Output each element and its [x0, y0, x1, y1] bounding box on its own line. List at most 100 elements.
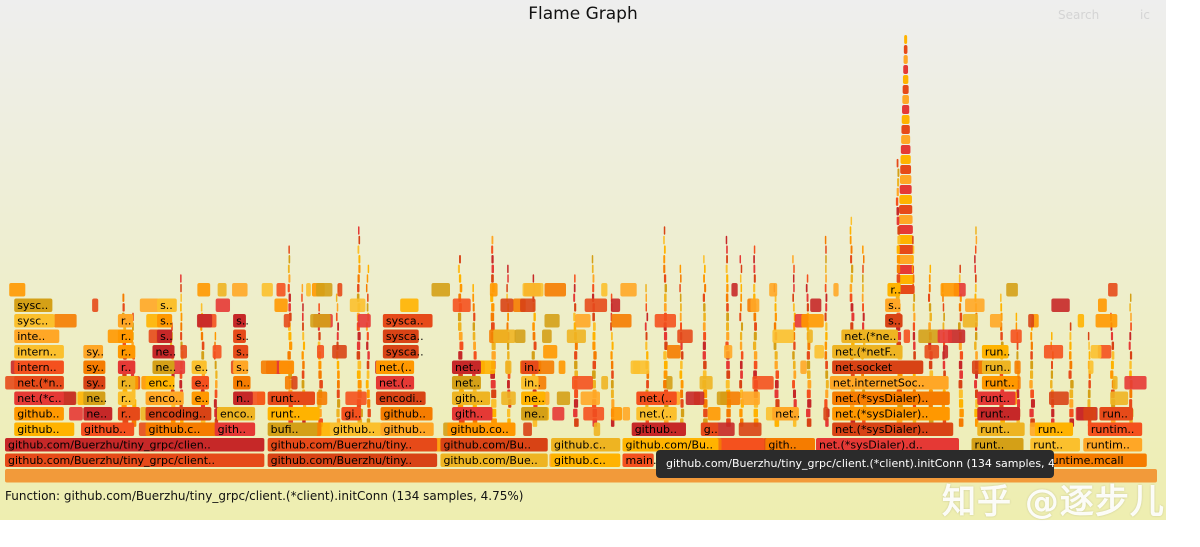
flame-frame[interactable]: net.(*c..: [14, 391, 64, 406]
flame-frame-small[interactable]: [924, 345, 940, 359]
flame-frame-small[interactable]: [452, 298, 471, 313]
flame-spike-frame[interactable]: [1000, 303, 1003, 312]
flame-spike-frame[interactable]: [592, 360, 597, 370]
flame-spike-frame[interactable]: [901, 135, 911, 144]
flame-frame-rect[interactable]: [636, 391, 677, 406]
flame-frame[interactable]: r..: [117, 376, 136, 390]
flame-spike-frame[interactable]: [851, 312, 855, 322]
flame-frame[interactable]: e..: [191, 360, 209, 375]
flame-spike-frame[interactable]: [775, 399, 780, 408]
flame-frame[interactable]: ne..: [521, 391, 546, 406]
flame-spike-frame[interactable]: [897, 255, 914, 264]
flame-spike-frame[interactable]: [975, 226, 977, 235]
flame-frame-rect[interactable]: [233, 391, 253, 406]
flame-spike-frame[interactable]: [663, 264, 666, 274]
flame-spike-frame[interactable]: [1129, 351, 1133, 360]
flame-spike-frame[interactable]: [807, 379, 812, 389]
flame-frame-rect[interactable]: [83, 345, 104, 359]
flame-spike-frame[interactable]: [318, 303, 320, 312]
flame-spike-frame[interactable]: [1129, 360, 1132, 370]
flame-frame[interactable]: gith..: [214, 422, 256, 437]
flame-spike-frame[interactable]: [490, 312, 495, 322]
flame-frame-small[interactable]: [542, 329, 552, 344]
flame-frame-rect[interactable]: [14, 360, 64, 375]
flame-spike-frame[interactable]: [458, 322, 462, 331]
ignore-case-button[interactable]: ic: [1140, 8, 1150, 22]
flame-spike-frame[interactable]: [366, 360, 370, 370]
flame-frame-rect[interactable]: [216, 407, 256, 421]
flame-spike-frame[interactable]: [753, 245, 756, 254]
flame-frame-small[interactable]: [1083, 407, 1097, 421]
flame-frame[interactable]: s..: [157, 298, 177, 313]
flame-spike-frame[interactable]: [301, 283, 304, 293]
flame-spike-frame[interactable]: [899, 185, 912, 194]
flame-frame-small[interactable]: [489, 283, 498, 297]
flame-spike-frame[interactable]: [336, 360, 340, 370]
flame-frame-rect[interactable]: [440, 453, 548, 468]
flame-frame-small[interactable]: [1124, 376, 1147, 390]
flame-frame-rect[interactable]: [1099, 407, 1133, 421]
flame-frame-small[interactable]: [357, 314, 371, 328]
flame-spike-frame[interactable]: [646, 351, 649, 360]
flame-spike-frame[interactable]: [491, 274, 494, 283]
flame-frame-small[interactable]: [261, 283, 273, 297]
flame-frame-rect[interactable]: [83, 391, 106, 406]
flame-spike-frame[interactable]: [896, 274, 901, 283]
flame-frame-rect[interactable]: [5, 438, 265, 452]
flame-frame[interactable]: r..: [117, 314, 134, 328]
flame-spike-frame[interactable]: [824, 283, 827, 293]
flame-spike-frame[interactable]: [897, 178, 900, 187]
flame-frame[interactable]: github.com/Buerzhu/tiny_grpc/client..: [5, 453, 265, 468]
flame-spike-frame[interactable]: [301, 351, 304, 360]
flame-frame-small[interactable]: [69, 407, 83, 421]
flame-spike-frame[interactable]: [1016, 351, 1019, 360]
flame-spike-frame[interactable]: [792, 351, 795, 360]
flame-spike-frame[interactable]: [180, 322, 183, 331]
flame-spike-frame[interactable]: [573, 408, 578, 418]
flame-spike-frame[interactable]: [663, 226, 666, 235]
flame-spike-frame[interactable]: [862, 303, 864, 312]
flame-spike-frame[interactable]: [726, 331, 730, 341]
flame-frame-rect[interactable]: [267, 391, 316, 406]
flame-spike-frame[interactable]: [739, 274, 742, 283]
flame-spike-frame[interactable]: [122, 293, 125, 302]
flame-frame-small[interactable]: [92, 298, 99, 313]
flame-frame-rect[interactable]: [83, 376, 106, 390]
flame-spike-frame[interactable]: [850, 303, 854, 312]
flame-spike-frame[interactable]: [491, 255, 494, 264]
flame-spike-frame[interactable]: [1069, 408, 1074, 418]
flame-spike-frame[interactable]: [301, 312, 304, 322]
flame-frame-rect[interactable]: [214, 422, 256, 437]
flame-spike-frame[interactable]: [897, 226, 901, 235]
flame-spike-frame[interactable]: [862, 264, 864, 274]
flame-spike-frame[interactable]: [215, 370, 218, 379]
flame-frame-small[interactable]: [556, 391, 571, 406]
flame-frame-small[interactable]: [965, 298, 985, 313]
flame-frame-small[interactable]: [942, 345, 949, 359]
flame-spike-frame[interactable]: [726, 360, 730, 370]
flame-frame[interactable]: net.(..: [636, 407, 677, 421]
flame-spike-frame[interactable]: [850, 245, 853, 254]
flame-frame-rect[interactable]: [631, 422, 686, 437]
flame-spike-frame[interactable]: [1088, 379, 1091, 389]
flame-spike-frame[interactable]: [592, 341, 596, 351]
flame-spike-frame[interactable]: [825, 322, 828, 331]
flame-spike-frame[interactable]: [1129, 389, 1133, 399]
flame-spike-frame[interactable]: [680, 303, 682, 312]
flame-spike-frame[interactable]: [753, 312, 757, 322]
flame-frame-rect[interactable]: [981, 360, 1011, 375]
flame-spike-frame[interactable]: [898, 225, 913, 234]
flame-frame-small[interactable]: [937, 329, 952, 344]
flame-spike-frame[interactable]: [367, 351, 370, 360]
flame-spike-frame[interactable]: [459, 283, 463, 293]
flame-spike-frame[interactable]: [792, 274, 795, 283]
flame-frame-rect[interactable]: [117, 376, 136, 390]
flame-frame[interactable]: ne..: [152, 345, 176, 359]
flame-spike-frame[interactable]: [897, 245, 914, 254]
flame-frame[interactable]: net..: [451, 376, 481, 390]
flame-frame[interactable]: n..: [233, 376, 251, 390]
flame-spike-frame[interactable]: [358, 264, 361, 274]
flame-spike-frame[interactable]: [959, 264, 961, 274]
flame-frame[interactable]: net.(*sysDialer)..: [832, 407, 950, 421]
flame-spike-frame[interactable]: [896, 264, 901, 274]
